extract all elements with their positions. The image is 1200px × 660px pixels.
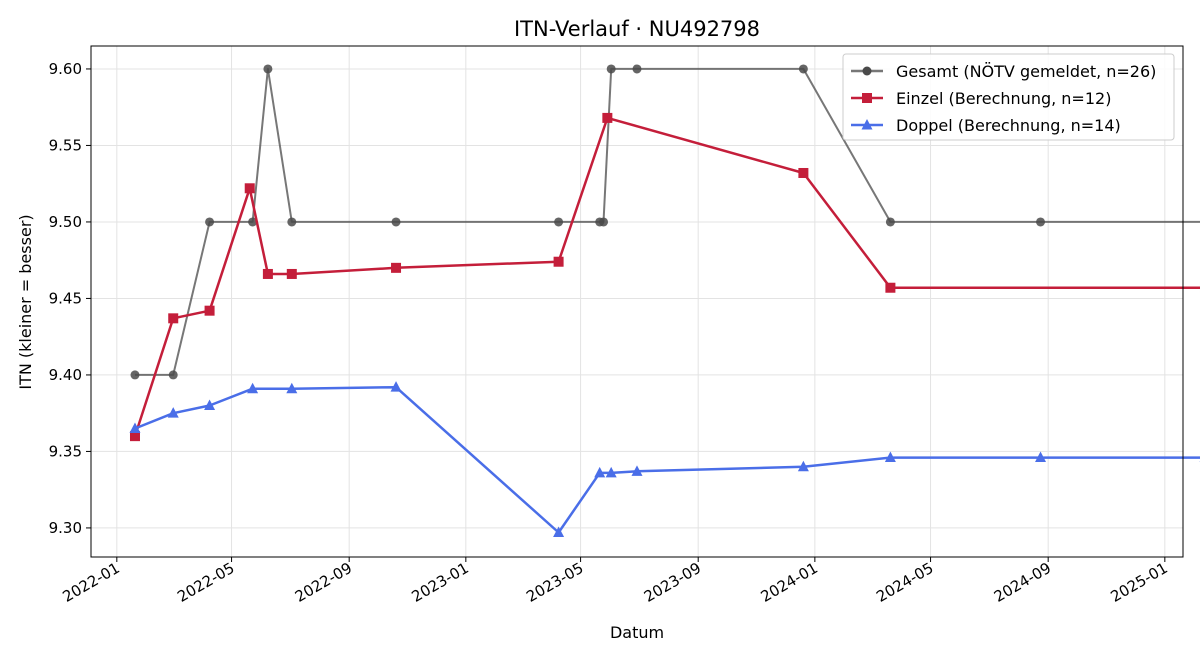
data-point: [798, 64, 808, 74]
series-line: [135, 67, 1200, 376]
grid: [91, 46, 1183, 557]
legend-marker: [862, 66, 872, 76]
y-tick-label: 9.60: [49, 60, 82, 78]
legend-box: [842, 53, 1175, 141]
legend-marker: [861, 119, 873, 130]
data-point: [594, 466, 606, 478]
data-point: [263, 64, 273, 74]
legend-entry: Einzel (Berechnung, n=12): [896, 89, 1111, 108]
data-point: [797, 460, 809, 472]
data-point: [553, 256, 564, 267]
data-point: [885, 282, 896, 293]
x-tick-label: 2022-05: [174, 559, 237, 606]
data-point: [554, 217, 564, 227]
data-point: [632, 64, 642, 74]
y-tick-label: 9.40: [49, 366, 82, 384]
data-point: [798, 167, 809, 178]
data-point: [247, 382, 259, 394]
data-point: [884, 451, 896, 463]
x-tick-label: 2022-09: [292, 559, 355, 606]
data-point: [391, 262, 402, 273]
series-triangle: [129, 381, 1200, 538]
x-axis-label: Datum: [610, 623, 664, 642]
data-point: [885, 217, 895, 227]
data-point: [205, 217, 215, 227]
data-point: [168, 313, 179, 324]
data-point: [248, 217, 258, 227]
y-tick-label: 9.30: [49, 519, 82, 537]
data-point: [287, 217, 297, 227]
y-axis: 9.30 9.35 9.40 9.45 9.50 9.55 9.60: [49, 60, 91, 537]
x-tick-label: 2024-05: [873, 559, 936, 606]
legend-entry: Gesamt (NÖTV gemeldet, n=26): [896, 62, 1156, 81]
y-axis-label: ITN (kleiner = besser): [16, 214, 35, 389]
x-tick-label: 2022-01: [60, 559, 123, 606]
series-layer: [129, 64, 1200, 538]
data-point: [129, 431, 140, 442]
data-point: [391, 217, 401, 227]
data-point: [390, 381, 402, 392]
data-point: [631, 465, 643, 476]
data-point: [129, 422, 141, 433]
x-tick-label: 2023-05: [523, 559, 586, 606]
legend-entry: Doppel (Berechnung, n=14): [896, 116, 1121, 135]
data-point: [599, 217, 609, 227]
y-tick-label: 9.35: [49, 442, 82, 460]
data-point: [1035, 451, 1047, 463]
x-tick-label: 2025-01: [1108, 559, 1171, 606]
x-tick-label: 2024-09: [991, 559, 1054, 606]
legend: Gesamt (NÖTV gemeldet, n=26) Einzel (Bere…: [842, 53, 1175, 141]
y-tick-label: 9.50: [49, 213, 82, 231]
data-point: [167, 407, 179, 418]
data-point: [244, 183, 255, 194]
series-circle: [130, 64, 1200, 380]
x-tick-label: 2024-01: [758, 559, 821, 606]
data-point: [286, 268, 297, 279]
data-point: [606, 64, 616, 74]
data-point: [1036, 217, 1046, 227]
data-point: [553, 526, 565, 538]
chart-title: ITN-Verlauf · NU492798: [514, 17, 760, 41]
data-point: [605, 466, 617, 478]
legend-marker: [862, 93, 872, 103]
series-line: [134, 385, 1200, 534]
x-axis: 2022-01 2022-05 2022-09 2023-01 2023-05 2023-…: [60, 557, 1171, 606]
data-point: [286, 382, 298, 394]
y-tick-label: 9.45: [49, 289, 82, 307]
data-point: [130, 370, 140, 380]
data-point: [262, 268, 273, 279]
data-point: [168, 370, 178, 380]
series-square: [129, 112, 1200, 442]
y-tick-label: 9.55: [49, 136, 82, 154]
x-tick-label: 2023-01: [409, 559, 472, 606]
x-tick-label: 2023-09: [641, 559, 704, 606]
series-line: [133, 116, 1200, 437]
plot-frame: [90, 45, 1184, 558]
data-point: [602, 112, 613, 123]
data-point: [204, 305, 215, 316]
data-point: [204, 399, 216, 411]
